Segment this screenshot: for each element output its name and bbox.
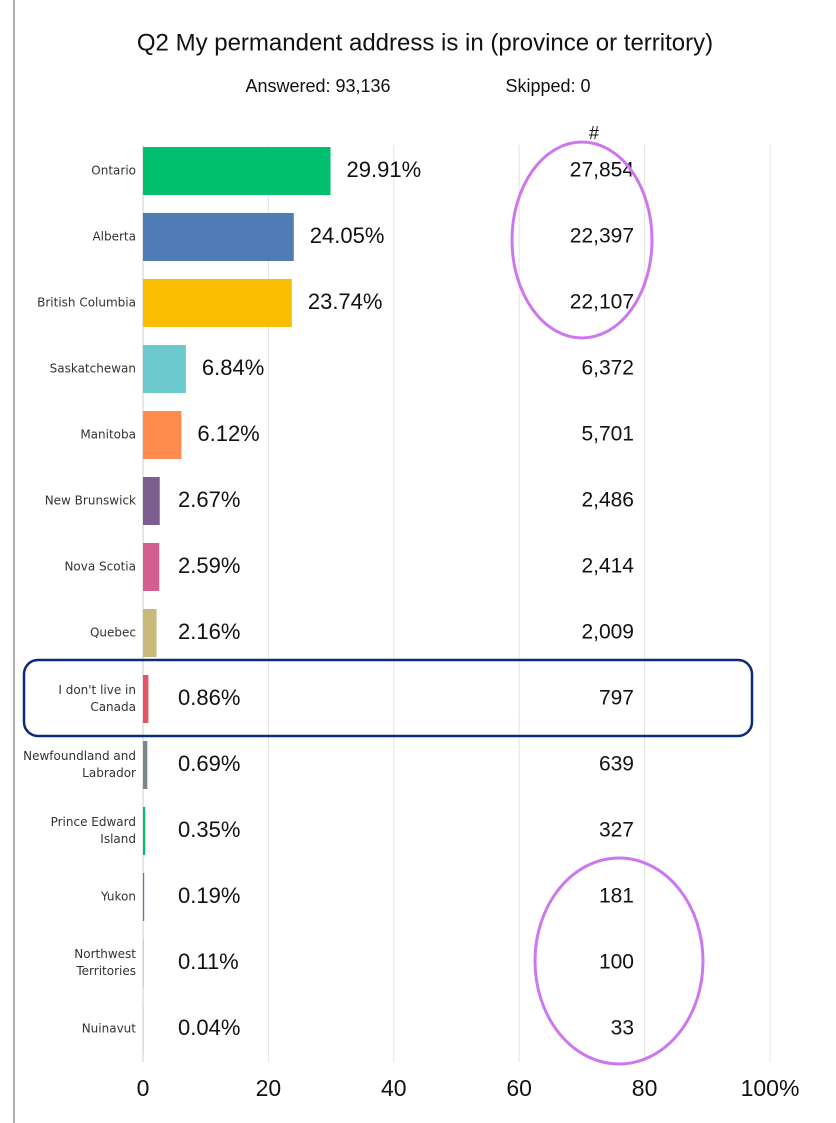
bar bbox=[143, 807, 146, 855]
count-label: 2,009 bbox=[581, 621, 634, 644]
category-label: British Columbia bbox=[37, 295, 136, 310]
bar bbox=[143, 279, 292, 327]
value-label: 2.59% bbox=[178, 553, 240, 578]
bar bbox=[143, 411, 182, 459]
category-label: Northwest Territories bbox=[74, 947, 136, 978]
count-label: 22,397 bbox=[570, 225, 634, 248]
count-label: 5,701 bbox=[581, 423, 634, 446]
value-label: 0.86% bbox=[178, 685, 240, 710]
value-label: 0.04% bbox=[178, 1015, 240, 1040]
category-label: Newfoundland and Labrador bbox=[23, 749, 136, 780]
highlight-ellipse bbox=[533, 856, 705, 1066]
x-tick-label: 100% bbox=[741, 1075, 800, 1101]
count-header: # bbox=[589, 123, 599, 143]
category-label: Manitoba bbox=[80, 427, 136, 442]
bar bbox=[143, 675, 149, 723]
count-label: 327 bbox=[599, 819, 634, 842]
frame bbox=[13, 0, 15, 1123]
count-label: 181 bbox=[599, 885, 634, 908]
bar bbox=[143, 609, 157, 657]
highlight-box bbox=[22, 658, 754, 738]
x-tick-label: 60 bbox=[506, 1075, 532, 1101]
category-label: Yukon bbox=[100, 889, 136, 904]
value-label: 0.11% bbox=[178, 949, 239, 974]
category-label: I don't live in Canada bbox=[58, 683, 136, 714]
value-label: 2.67% bbox=[178, 487, 240, 512]
x-tick-label: 0 bbox=[137, 1075, 150, 1101]
category-label: Saskatchewan bbox=[49, 361, 136, 376]
bar bbox=[143, 345, 186, 393]
value-label: 0.35% bbox=[178, 817, 240, 842]
value-label: 6.12% bbox=[197, 421, 259, 446]
value-label: 29.91% bbox=[347, 157, 422, 182]
count-label: 6,372 bbox=[581, 357, 634, 380]
count-label: 27,854 bbox=[570, 159, 635, 182]
bar bbox=[143, 543, 160, 591]
value-label: 2.16% bbox=[178, 619, 240, 644]
x-tick-label: 20 bbox=[256, 1075, 282, 1101]
count-label: 100 bbox=[599, 951, 634, 974]
category-label: Alberta bbox=[92, 229, 136, 244]
x-tick-label: 40 bbox=[381, 1075, 407, 1101]
category-label: Nova Scotia bbox=[64, 559, 136, 574]
chart-title: Q2 My permandent address is in (province… bbox=[137, 29, 713, 56]
value-label: 0.69% bbox=[178, 751, 240, 776]
count-label: 2,486 bbox=[581, 489, 634, 512]
category-label: Prince Edward Island bbox=[50, 815, 136, 846]
answered: Answered: 93,136 bbox=[245, 76, 390, 96]
count-label: 797 bbox=[599, 687, 634, 710]
bar bbox=[143, 213, 294, 261]
count-label: 2,414 bbox=[581, 555, 634, 578]
value-label: 0.19% bbox=[178, 883, 240, 908]
highlight-ellipse bbox=[510, 140, 654, 340]
bar bbox=[143, 741, 148, 789]
count-label: 22,107 bbox=[570, 291, 634, 314]
bar bbox=[143, 147, 331, 195]
bar bbox=[143, 939, 144, 987]
bar bbox=[143, 477, 160, 525]
skipped: Skipped: 0 bbox=[505, 76, 590, 96]
x-tick-label: 80 bbox=[632, 1075, 658, 1101]
category-label: New Brunswick bbox=[44, 493, 136, 508]
count-label: 639 bbox=[599, 753, 634, 776]
bar bbox=[143, 873, 145, 921]
value-label: 24.05% bbox=[310, 223, 385, 248]
value-label: 6.84% bbox=[202, 355, 264, 380]
category-label: Nuinavut bbox=[81, 1021, 136, 1036]
category-label: Quebec bbox=[89, 625, 136, 640]
value-label: 23.74% bbox=[308, 289, 383, 314]
count-label: 33 bbox=[611, 1017, 634, 1040]
category-label: Ontario bbox=[91, 163, 136, 178]
